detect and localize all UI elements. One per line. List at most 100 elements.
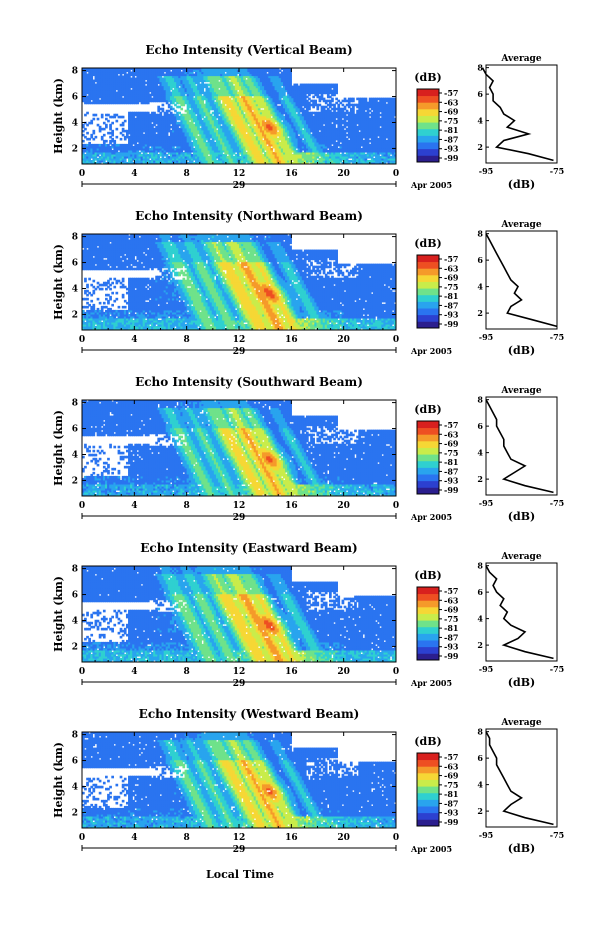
heatmap-cell (146, 81, 150, 85)
heatmap-cell (211, 81, 215, 85)
heatmap-cell (274, 81, 278, 85)
heatmap-cell (326, 109, 330, 113)
heatmap-cell (155, 115, 158, 119)
heatmap-cell (234, 107, 238, 111)
heatmap-cell (222, 91, 225, 95)
heatmap-cell (287, 141, 290, 145)
heatmap-cell (155, 159, 158, 163)
heatmap-cell (278, 119, 282, 123)
heatmap-cell (205, 85, 209, 89)
heatmap-cell (113, 89, 117, 93)
heatmap-cell (142, 93, 146, 97)
heatmap-cell (236, 149, 240, 153)
heatmap-cell (205, 91, 209, 95)
heatmap-cell (88, 95, 91, 99)
heatmap-cell (276, 87, 280, 91)
heatmap-cell (123, 145, 127, 149)
heatmap-cell (165, 75, 169, 79)
heatmap-cell (251, 113, 255, 117)
heatmap-cell (247, 77, 251, 81)
heatmap-cell (138, 68, 142, 71)
heatmap-cell (241, 77, 244, 81)
heatmap-cell (316, 115, 320, 119)
heatmap-cell (239, 159, 242, 163)
heatmap-cell (92, 87, 96, 91)
heatmap-cell (220, 137, 223, 141)
heatmap-cell (192, 139, 196, 143)
heatmap-cell (326, 159, 330, 163)
heatmap-cell (249, 155, 253, 159)
heatmap-cell (195, 71, 198, 75)
heatmap-cell (213, 89, 217, 93)
heatmap-cell (287, 73, 290, 77)
heatmap-cell (270, 159, 274, 163)
heatmap-cell (174, 127, 177, 131)
heatmap-cell (159, 137, 163, 141)
heatmap-cell (297, 127, 301, 131)
heatmap-cell (178, 151, 181, 155)
heatmap-cell (151, 147, 154, 151)
heatmap-cell (113, 85, 117, 89)
heatmap-cell (289, 75, 292, 79)
heatmap-cell (146, 121, 150, 125)
heatmap-cell (282, 97, 286, 101)
heatmap-cell (178, 71, 181, 75)
heatmap-cell (264, 127, 267, 131)
heatmap-cell (96, 71, 100, 75)
heatmap-cell (167, 127, 171, 131)
heatmap-cell (320, 83, 324, 87)
heatmap-cell (253, 109, 257, 113)
heatmap-cell (176, 71, 179, 75)
heatmap-cell (259, 91, 263, 95)
heatmap-cell (264, 111, 267, 115)
heatmap-cell (310, 87, 313, 91)
heatmap-cell (90, 89, 94, 93)
heatmap-cell (226, 139, 230, 143)
heatmap-cell (184, 135, 188, 139)
heatmap-cell (268, 107, 271, 111)
heatmap-cell (222, 85, 225, 89)
heatmap-cell (278, 83, 282, 87)
heatmap-cell (241, 105, 244, 109)
heatmap-cell (255, 103, 259, 107)
heatmap-cell (197, 135, 200, 139)
heatmap-cell (270, 105, 274, 109)
heatmap-cell (180, 157, 184, 161)
heatmap-cell (289, 139, 292, 143)
heatmap-cell (159, 153, 163, 157)
heatmap-cell (297, 85, 301, 89)
heatmap-cell (119, 145, 123, 149)
heatmap-cell (264, 115, 267, 119)
heatmap-cell (123, 87, 127, 91)
heatmap-cell (176, 99, 179, 103)
heatmap-cell (272, 101, 276, 105)
heatmap-cell (213, 147, 217, 151)
heatmap-cell (121, 89, 125, 93)
heatmap-cell (259, 105, 263, 109)
heatmap-cell (163, 85, 167, 89)
heatmap-cell (165, 89, 169, 93)
heatmap-cell (301, 99, 305, 103)
heatmap-cell (253, 69, 257, 73)
heatmap-cell (195, 77, 198, 81)
heatmap-cell (186, 77, 190, 81)
heatmap-cell (105, 113, 108, 117)
heatmap-cell (174, 97, 177, 101)
heatmap-cell (144, 147, 148, 151)
heatmap-cell (161, 77, 165, 81)
heatmap-cell (312, 105, 315, 109)
heatmap-cell (230, 117, 234, 121)
heatmap-cell (84, 87, 87, 91)
heatmap-cell (272, 125, 276, 129)
heatmap-cell (259, 89, 263, 93)
heatmap-cell (316, 89, 320, 93)
heatmap-cell (182, 83, 186, 87)
heatmap-cell (153, 153, 156, 157)
heatmap-cell (151, 91, 154, 95)
heatmap-cell (308, 101, 311, 105)
heatmap-cell (117, 155, 121, 159)
heatmap-cell (337, 137, 341, 141)
heatmap-cell (255, 91, 259, 95)
heatmap-cell (243, 113, 246, 117)
heatmap-cell (299, 91, 303, 95)
